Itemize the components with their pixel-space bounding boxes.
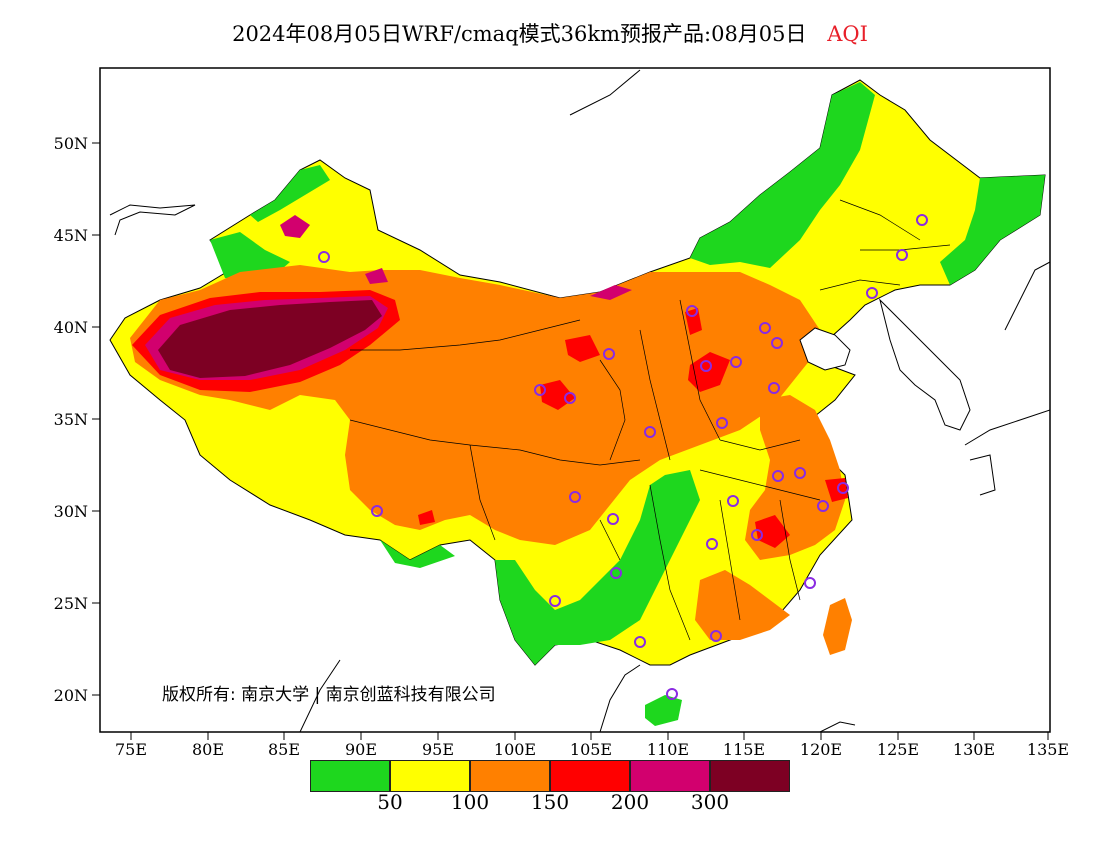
legend-swatch-maroon bbox=[710, 760, 790, 792]
lat-tick-label: 30N bbox=[54, 502, 88, 521]
maroon-taklamakan bbox=[158, 300, 382, 378]
purple-north bbox=[590, 285, 632, 300]
green-inner-mongolia bbox=[690, 82, 875, 268]
indochina-outline bbox=[299, 659, 856, 732]
purple-turpan bbox=[365, 268, 388, 284]
red-sichuan-spot bbox=[418, 510, 435, 525]
green-tibet-south bbox=[380, 540, 455, 568]
legend-label: 200 bbox=[610, 790, 650, 814]
green-northwest bbox=[250, 165, 330, 222]
legend-swatch-yellow bbox=[390, 760, 470, 792]
legend-swatch-red bbox=[550, 760, 630, 792]
legend-label: 300 bbox=[690, 790, 730, 814]
caspian-outline bbox=[109, 204, 196, 236]
green-southwest bbox=[495, 470, 700, 665]
lon-tick-label: 110E bbox=[647, 740, 689, 759]
lon-tick-label: 135E bbox=[1027, 740, 1069, 759]
purple-ili bbox=[280, 215, 310, 238]
latitude-axis: 50N 45N 40N 35N 30N 25N 20N bbox=[54, 134, 100, 705]
variable-label: AQI bbox=[827, 22, 868, 46]
lat-tick-label: 20N bbox=[54, 686, 88, 705]
lat-tick-label: 50N bbox=[54, 134, 88, 153]
korea-peninsula bbox=[879, 298, 971, 431]
red-shanxi bbox=[565, 335, 600, 362]
lon-tick-label: 90E bbox=[345, 740, 377, 759]
red-north-china bbox=[688, 352, 730, 392]
map-content bbox=[109, 69, 1050, 732]
lat-tick-label: 25N bbox=[54, 594, 88, 613]
lon-tick-label: 95E bbox=[422, 740, 454, 759]
copyright-text: 版权所有: 南京大学 | 南京创蓝科技有限公司 bbox=[162, 685, 496, 705]
lon-tick-label: 75E bbox=[115, 740, 147, 759]
longitude-axis: 75E 80E 85E 90E 95E 100E 105E 110E 115E … bbox=[115, 732, 1069, 759]
sakhalin-outline bbox=[1004, 261, 1050, 331]
map-frame bbox=[99, 67, 1051, 733]
legend-label: 50 bbox=[377, 790, 403, 814]
lake-baikal bbox=[569, 69, 641, 116]
legend-label: 100 bbox=[450, 790, 490, 814]
lon-tick-label: 115E bbox=[723, 740, 765, 759]
lat-tick-label: 35N bbox=[54, 410, 88, 429]
lon-tick-label: 120E bbox=[800, 740, 842, 759]
legend-swatch-green bbox=[310, 760, 390, 792]
legend-swatch-orange bbox=[470, 760, 550, 792]
legend-labels: 50 100 150 200 300 bbox=[310, 790, 790, 820]
lon-tick-label: 85E bbox=[268, 740, 300, 759]
legend-swatch-purple bbox=[630, 760, 710, 792]
orange-taiwan bbox=[823, 598, 852, 655]
orange-south bbox=[695, 570, 790, 640]
lon-tick-label: 105E bbox=[570, 740, 612, 759]
japan-outline bbox=[964, 409, 1050, 496]
lon-tick-label: 125E bbox=[877, 740, 919, 759]
red-jiangxi bbox=[755, 515, 790, 548]
lon-tick-label: 100E bbox=[494, 740, 536, 759]
legend-label: 150 bbox=[530, 790, 570, 814]
lat-tick-label: 45N bbox=[54, 226, 88, 245]
city-markers bbox=[318, 214, 928, 700]
lat-tick-label: 40N bbox=[54, 318, 88, 337]
map-title: 2024年08月05日WRF/cmaq模式36km预报产品:08月05日 AQI bbox=[0, 18, 1100, 48]
lon-tick-label: 80E bbox=[192, 740, 224, 759]
green-northeast bbox=[940, 175, 1045, 285]
green-hainan bbox=[645, 695, 682, 726]
title-text: 2024年08月05日WRF/cmaq模式36km预报产品:08月05日 bbox=[232, 22, 807, 46]
bohai-sea bbox=[799, 327, 851, 371]
color-legend bbox=[310, 760, 790, 792]
lon-tick-label: 130E bbox=[953, 740, 995, 759]
